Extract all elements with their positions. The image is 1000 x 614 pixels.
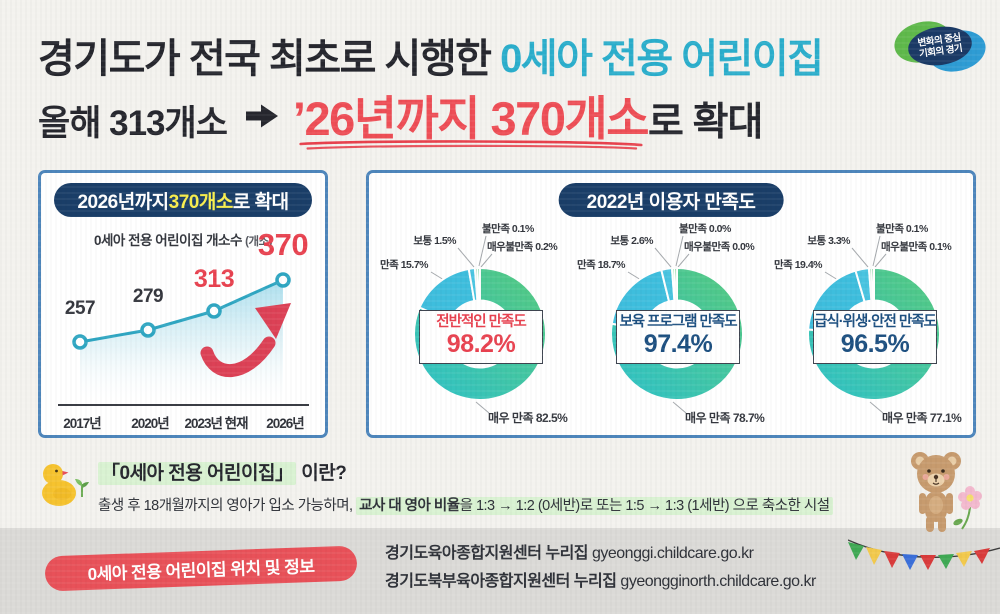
donut-total-value: 97.4%	[643, 330, 713, 359]
info-body: 출생 후 18개월까지의 영아가 입소 가능하며, 교사 대 영아 비율을 1:…	[98, 494, 858, 515]
bunting-garland	[847, 534, 1000, 589]
subtitle-unit: (개소)	[245, 236, 272, 248]
growth-chart-panel: 2026년까지 370개소 로 확대 0세아 전용 어린이집 개소수 (개소) 2…	[38, 170, 328, 438]
donut-center-box: 보육 프로그램 만족도 97.4%	[616, 310, 740, 364]
growth-chart-title-pill: 2026년까지 370개소 로 확대	[54, 183, 312, 217]
donut-segment-label: 보통 1.5%	[413, 235, 456, 247]
red-underline-squiggle	[299, 140, 643, 150]
pill-prefix: 2026년까지	[77, 191, 169, 213]
donut-center-box: 전반적인 만족도 98.2%	[419, 310, 543, 364]
donut-chart-2: 매우 만족 78.7% 만족 18.7% 보통 2.6% 불만족 0.0% 매우불만족 …	[572, 219, 772, 433]
donut-segment-label: 매우 만족 82.5%	[488, 411, 568, 425]
donut-segment-label: 매우 만족 78.7%	[685, 411, 765, 425]
footer-line-1: 경기도육아종합지원센터 누리집 gyeonggi.childcare.go.kr	[385, 540, 816, 568]
footer: 0세아 전용 어린이집 위치 및 정보 경기도육아종합지원센터 누리집 gyeo…	[0, 528, 1000, 614]
right-arrow-icon	[245, 103, 279, 134]
growth-chart-subtitle: 0세아 전용 어린이집 개소수 (개소)	[41, 229, 325, 249]
donut-segment-label: 불만족 0.1%	[876, 223, 928, 235]
header: 경기도가 전국 최초로 시행한 0세아 전용 어린이집 올해 313개소 ’26년…	[38, 36, 908, 150]
donut-segment-label: 만족 19.4%	[773, 259, 823, 271]
x-axis-label: 2023년 현재	[184, 416, 248, 431]
donut-total-value: 96.5%	[840, 330, 910, 359]
donut-segment-label: 만족 18.7%	[576, 259, 626, 271]
info-body-bold: 교사 대 영아 비율	[359, 498, 460, 514]
satisfaction-panel: 2022년 이용자 만족도 매우 만족 82.5% 만족 15.7% 보통 1.5%…	[366, 170, 976, 438]
info-body-rest: 을 1:3 → 1:2 (0세반)로 또는 1:5 → 1:3 (1세반) 으로…	[459, 498, 831, 514]
donut-chart-1: 매우 만족 82.5% 만족 15.7% 보통 1.5% 불만족 0.1% 매우불만족 …	[375, 219, 575, 433]
donut-center-box: 급식·위생·안전 만족도 96.5%	[813, 310, 937, 364]
donut-segment-label: 만족 15.7%	[379, 259, 429, 271]
data-point-value: 370	[257, 227, 309, 262]
info-title: 「0세아 전용 어린이집」 이란?	[98, 458, 858, 485]
donut-title: 보육 프로그램 만족도	[619, 314, 737, 331]
x-axis-label: 2026년	[266, 416, 304, 431]
donut-segment-label: 매우불만족 0.2%	[487, 241, 558, 253]
donut-segment-label: 보통 2.6%	[610, 235, 653, 247]
donut-total-value: 98.2%	[446, 330, 516, 359]
duck-icon	[38, 460, 82, 513]
footer-line-2: 경기도북부육아종합지원센터 누리집 gyeongginorth.childcar…	[385, 568, 816, 596]
line-chart-svg	[58, 272, 309, 406]
location-info-badge[interactable]: 0세아 전용 어린이집 위치 및 정보	[44, 545, 358, 592]
donut-title: 급식·위생·안전 만족도	[814, 314, 937, 331]
headline-line2: 올해 313개소 ’26년까지 370개소 로 확대	[38, 92, 908, 150]
satisfaction-title-pill: 2022년 이용자 만족도	[558, 183, 784, 217]
info-body-prefix: 출생 후 18개월까지의 영아가 입소 가능하며,	[98, 498, 357, 514]
info-title-suffix: 이란?	[296, 463, 347, 484]
donut-segment-label: 불만족 0.1%	[482, 223, 534, 235]
footer-links: 경기도육아종합지원센터 누리집 gyeonggi.childcare.go.kr…	[385, 540, 816, 596]
donut-segment-label: 불만족 0.0%	[679, 223, 731, 235]
headline-line1-prefix: 경기도가 전국 최초로 시행한	[38, 37, 501, 81]
pill-suffix: 로 확대	[232, 191, 289, 213]
donut-segment-label: 매우불만족 0.0%	[684, 241, 755, 253]
headline-line2-prefix: 올해 313개소	[38, 104, 228, 143]
data-point-value: 313	[193, 265, 235, 293]
headline-line2-suffix: 로 확대	[647, 101, 763, 144]
footer-line-1-label: 경기도육아종합지원센터 누리집	[385, 545, 589, 562]
headline-line1: 경기도가 전국 최초로 시행한 0세아 전용 어린이집	[38, 36, 908, 82]
donut-segment-label: 매우불만족 0.1%	[881, 241, 952, 253]
donut-segment-label: 매우 만족 77.1%	[882, 411, 962, 425]
footer-line-2-label: 경기도북부육아종합지원센터 누리집	[385, 573, 617, 590]
gyeonggi-logo: 변화의 중심 기회의 경기	[890, 15, 990, 78]
headline-line2-highlight: ’26년까지 370개소	[292, 92, 650, 145]
teddy-bear-illustration	[896, 447, 992, 548]
x-axis-label: 2017년	[63, 416, 101, 431]
footer-line-1-url[interactable]: gyeonggi.childcare.go.kr	[591, 545, 754, 562]
donut-title: 전반적인 만족도	[436, 314, 526, 331]
data-point-value: 257	[64, 298, 96, 319]
footer-line-2-url[interactable]: gyeongginorth.childcare.go.kr	[620, 573, 816, 590]
growth-arrow	[200, 336, 276, 377]
data-point-value: 279	[132, 286, 164, 307]
headline-line1-highlight: 0세아 전용 어린이집	[500, 37, 824, 81]
sprout-icon	[74, 478, 90, 503]
pill-highlight: 370개소	[168, 191, 234, 213]
donut-chart-3: 매우 만족 77.1% 만족 19.4% 보통 3.3% 불만족 0.1% 매우불만족 …	[769, 219, 969, 433]
x-axis-label: 2020년	[131, 416, 169, 431]
info-section: 「0세아 전용 어린이집」 이란? 출생 후 18개월까지의 영아가 입소 가능…	[98, 458, 858, 515]
info-title-highlight: 「0세아 전용 어린이집」	[98, 462, 297, 485]
donut-segment-label: 보통 3.3%	[807, 235, 850, 247]
subtitle-text: 0세아 전용 어린이집 개소수	[94, 233, 242, 248]
